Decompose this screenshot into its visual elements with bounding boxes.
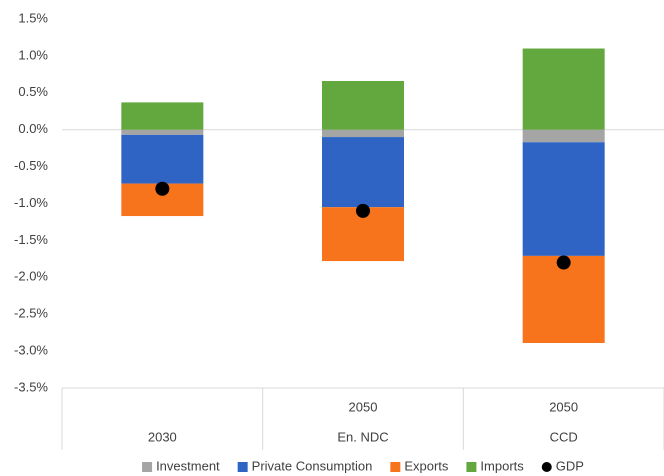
- y-tick-label: -0.5%: [14, 158, 48, 173]
- bar-segment: [322, 80, 404, 130]
- y-tick-label: 0.0%: [18, 121, 48, 136]
- legend-swatch: [390, 462, 401, 472]
- y-tick-label: -2.0%: [14, 269, 48, 284]
- legend-swatch: [466, 462, 477, 472]
- legend: Investment Private Consumption Exports Impo…: [142, 458, 584, 473]
- legend-label: Imports: [480, 458, 524, 473]
- bar-segment: [121, 129, 204, 135]
- bar-segment: [522, 142, 605, 256]
- legend-label: Exports: [404, 458, 449, 473]
- y-tick-label: -3.0%: [14, 343, 48, 358]
- x-tick-label: En. NDC: [337, 429, 388, 444]
- y-tick-label: -1.5%: [14, 232, 48, 247]
- y-tick-label: 1.0%: [18, 47, 48, 62]
- x-tick-label: CCD: [550, 429, 578, 444]
- y-tick-label: -2.5%: [14, 306, 48, 321]
- bar-segment: [121, 134, 204, 184]
- bar-segment: [322, 137, 404, 208]
- x-tick-label: 2050: [549, 399, 578, 414]
- bar-segment: [322, 129, 404, 138]
- legend-label: GDP: [556, 458, 584, 473]
- gdp-marker: [556, 255, 571, 270]
- y-tick-label: -3.5%: [14, 379, 48, 394]
- y-tick-label: 0.5%: [18, 84, 48, 99]
- legend-swatch: [142, 462, 153, 472]
- bar-segment: [522, 48, 605, 130]
- y-tick-label: -1.0%: [14, 195, 48, 210]
- x-tick-label: 2050: [349, 399, 378, 414]
- gdp-marker: [155, 181, 170, 196]
- bar-segment: [522, 129, 605, 143]
- y-tick-label: 1.5%: [18, 10, 48, 25]
- bar-segment: [121, 102, 204, 130]
- legend-swatch: [541, 462, 552, 472]
- gdp-marker: [356, 203, 370, 218]
- bar-segment: [522, 255, 605, 343]
- legend-swatch: [237, 462, 248, 472]
- x-tick-label: 2030: [148, 429, 177, 444]
- legend-label: Investment: [156, 458, 220, 473]
- legend-label: Private Consumption: [252, 458, 373, 473]
